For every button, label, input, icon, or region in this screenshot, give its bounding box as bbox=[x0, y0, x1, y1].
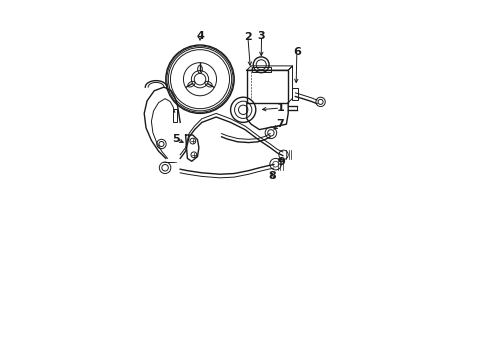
Text: 6: 6 bbox=[293, 47, 301, 57]
Text: 2: 2 bbox=[244, 32, 252, 42]
Bar bbox=[292, 88, 298, 100]
Text: 1: 1 bbox=[276, 103, 284, 113]
Bar bbox=[252, 67, 270, 72]
Bar bbox=[247, 70, 288, 103]
Text: 4: 4 bbox=[196, 31, 204, 41]
Bar bbox=[172, 109, 177, 122]
Text: 7: 7 bbox=[276, 119, 284, 129]
Text: 8: 8 bbox=[268, 171, 276, 181]
Text: 9: 9 bbox=[277, 157, 285, 167]
Text: 5: 5 bbox=[172, 134, 180, 144]
Text: 3: 3 bbox=[258, 31, 266, 41]
